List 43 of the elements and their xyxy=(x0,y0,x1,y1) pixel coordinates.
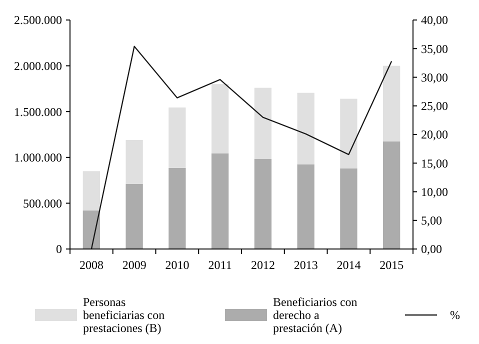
y2-tick-label: 25,00 xyxy=(421,99,448,114)
bar xyxy=(126,184,143,249)
bar xyxy=(297,92,314,164)
bar xyxy=(254,88,272,159)
bar xyxy=(254,158,272,249)
x-tick-label: 2014 xyxy=(336,258,361,272)
y2-tick-label: 5,00 xyxy=(421,214,442,228)
y2-tick-label: 10,00 xyxy=(421,184,448,199)
bar xyxy=(211,153,229,249)
y-tick-label: 0 xyxy=(56,242,62,256)
legend-label: % xyxy=(450,308,460,322)
y2-tick-label: 30,00 xyxy=(421,70,448,84)
bar xyxy=(82,210,100,249)
bar xyxy=(168,107,186,168)
legend-label: Beneficiarios con derecho a prestación (A) xyxy=(273,295,358,336)
line-series xyxy=(90,46,392,250)
y2-tick-label: 40,00 xyxy=(421,13,448,28)
y-tick-label: 1.500.000 xyxy=(14,104,62,119)
y2-tick-label: 0,00 xyxy=(421,242,442,256)
bar xyxy=(82,171,100,211)
y-tick-label: 2.500.000 xyxy=(14,13,62,28)
bar xyxy=(382,66,400,142)
y2-tick-label: 20,00 xyxy=(421,128,448,142)
bar xyxy=(126,140,143,184)
y-tick-label: 2.000.000 xyxy=(14,59,62,73)
bar xyxy=(168,168,186,249)
legend-label: Personas beneficiarias con prestaciones (B) xyxy=(83,295,165,336)
x-tick-label: 2012 xyxy=(250,258,275,272)
y-tick-label: 500.000 xyxy=(23,196,62,210)
x-tick-label: 2010 xyxy=(165,258,190,272)
bar xyxy=(211,84,229,154)
x-tick-label: 2015 xyxy=(380,258,404,272)
bar xyxy=(297,164,314,249)
y-tick-label: 1.000.000 xyxy=(14,150,62,165)
y2-tick-label: 35,00 xyxy=(421,42,448,56)
x-tick-label: 2008 xyxy=(79,258,104,272)
bar xyxy=(382,141,400,249)
y2-tick-label: 15,00 xyxy=(421,156,448,170)
bar xyxy=(340,98,358,168)
x-tick-label: 2011 xyxy=(208,258,232,272)
x-tick-label: 2009 xyxy=(122,258,146,272)
x-tick-label: 2013 xyxy=(294,258,318,272)
bar xyxy=(340,168,358,249)
